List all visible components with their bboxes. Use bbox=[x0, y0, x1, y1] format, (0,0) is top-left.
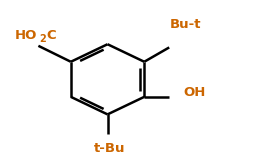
Text: C: C bbox=[46, 29, 56, 42]
Text: Bu-t: Bu-t bbox=[169, 18, 201, 31]
Text: OH: OH bbox=[183, 86, 205, 99]
Text: t-Bu: t-Bu bbox=[93, 142, 125, 155]
Text: 2: 2 bbox=[40, 34, 46, 44]
Text: HO: HO bbox=[15, 29, 38, 42]
